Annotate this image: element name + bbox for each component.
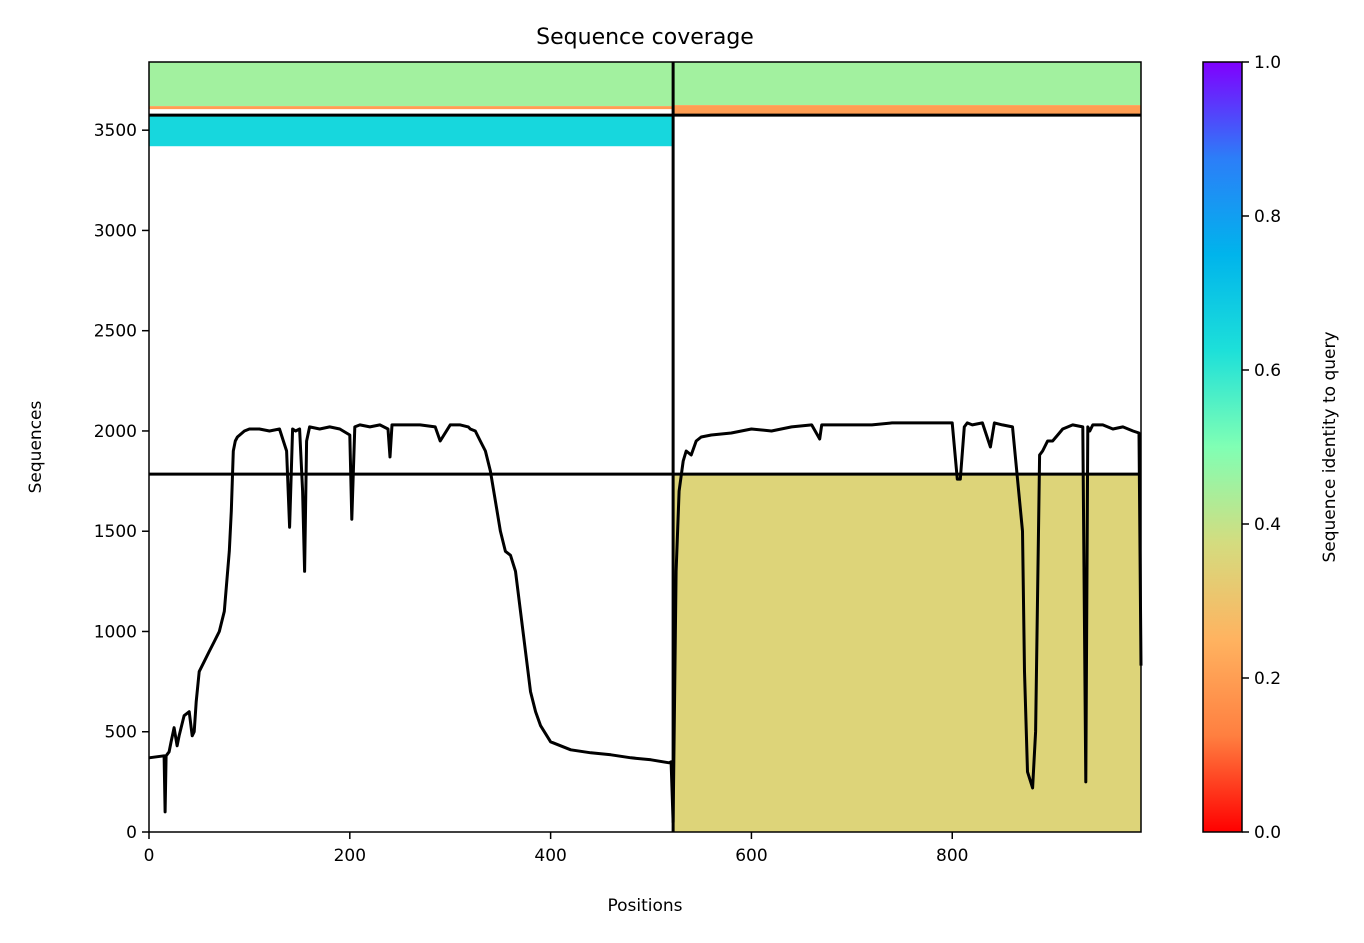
axes: 0 200 400 600 800 0 500 1000 1500 2000 2500 3000 350…	[94, 61, 1142, 866]
colorbar-tick-label: 0.8	[1254, 207, 1281, 227]
x-axis-label: Positions	[607, 896, 682, 916]
plot-frame	[148, 61, 1142, 833]
x-tick-label: 200	[334, 846, 366, 866]
coverage-block	[673, 62, 1141, 106]
colorbar-tick-label: 0.2	[1254, 669, 1281, 689]
coverage-line	[148, 421, 1143, 824]
coverage-block	[149, 115, 674, 147]
y-tick-label: 1500	[94, 522, 137, 542]
colorbar-tick-label: 1.0	[1254, 53, 1281, 73]
y-tick-label: 500	[105, 723, 137, 743]
x-tick-label: 800	[936, 846, 968, 866]
colorbar-tick-label: 0.4	[1254, 515, 1281, 535]
coverage-block	[673, 105, 1141, 116]
y-tick-label: 3500	[94, 121, 137, 141]
coverage-block	[149, 62, 674, 107]
coverage-block	[673, 474, 1141, 832]
y-tick-label: 3000	[94, 221, 137, 241]
x-tick-label: 600	[735, 846, 767, 866]
y-tick-label: 1000	[94, 622, 137, 642]
colorbar-gradient	[1202, 61, 1243, 833]
colorbar-tick-label: 0.0	[1254, 823, 1281, 843]
colorbar-tick-label: 0.6	[1254, 361, 1281, 381]
y-tick-label: 2000	[94, 422, 137, 442]
x-tick-label: 0	[144, 846, 155, 866]
y-tick-label: 2500	[94, 322, 137, 342]
y-axis-label: Sequences	[26, 401, 46, 494]
colorbar-label: Sequence identity to query	[1320, 331, 1340, 562]
x-tick-label: 400	[534, 846, 566, 866]
y-tick-label: 0	[126, 823, 137, 843]
chart-title: Sequence coverage	[536, 25, 754, 50]
plot-area	[148, 62, 1143, 832]
colorbar: 0.0 0.2 0.4 0.6 0.8 1.0	[1202, 53, 1281, 843]
coverage-block	[149, 106, 674, 110]
